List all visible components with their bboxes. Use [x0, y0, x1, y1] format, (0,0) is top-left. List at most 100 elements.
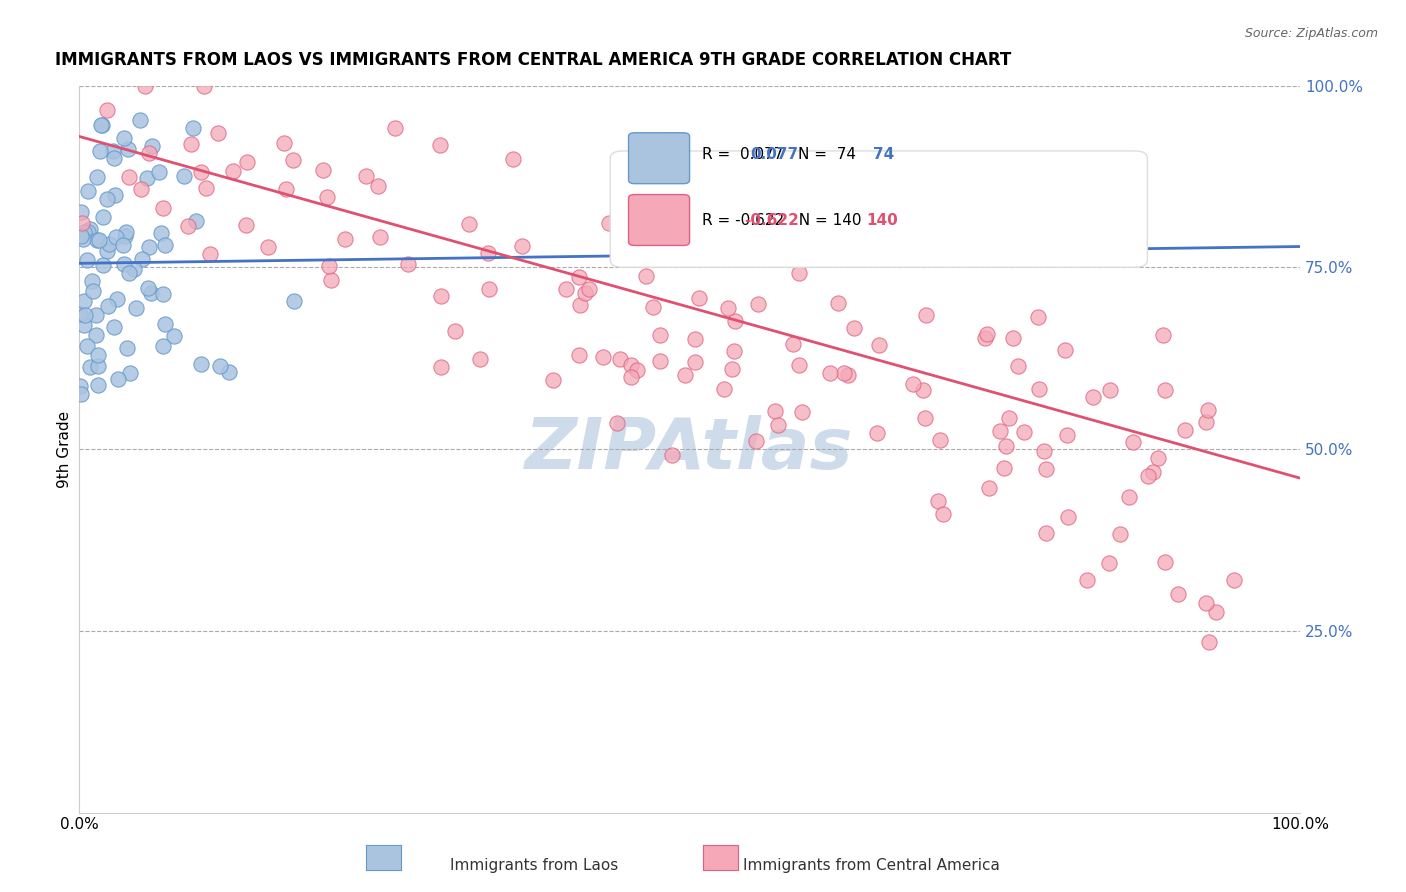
Point: [141, 139, 163, 153]
Point: [1122, 435, 1144, 450]
Point: [315, 189, 337, 203]
Point: [69, 379, 91, 393]
Point: [103, 319, 125, 334]
Point: [620, 370, 643, 384]
Point: [1056, 428, 1078, 442]
Point: [131, 252, 153, 266]
Text: Source: ZipAtlas.com: Source: ZipAtlas.com: [1244, 27, 1378, 40]
Point: [782, 337, 804, 351]
Point: [717, 301, 740, 315]
Point: [720, 362, 742, 376]
Point: [1056, 510, 1078, 524]
Point: [70, 229, 93, 244]
Point: [136, 281, 159, 295]
Point: [993, 460, 1015, 475]
Point: [661, 448, 683, 462]
Point: [510, 238, 533, 252]
Point: [368, 230, 391, 244]
Point: [155, 238, 177, 252]
Point: [1167, 587, 1189, 601]
Text: Immigrants from Central America: Immigrants from Central America: [744, 858, 1000, 872]
Point: [82, 284, 104, 298]
Point: [235, 218, 257, 232]
Point: [620, 358, 643, 372]
Point: [568, 348, 591, 362]
Point: [613, 240, 636, 254]
Point: [117, 142, 139, 156]
Point: [790, 405, 813, 419]
Point: [679, 221, 702, 235]
Point: [768, 417, 790, 432]
Point: [626, 363, 648, 377]
Point: [868, 338, 890, 352]
Point: [319, 273, 342, 287]
Point: [367, 178, 389, 193]
Point: [1152, 328, 1174, 343]
Point: [86, 170, 108, 185]
Point: [193, 78, 215, 93]
Point: [138, 145, 160, 160]
Point: [396, 257, 419, 271]
Text: ZIPAtlas: ZIPAtlas: [526, 415, 853, 483]
Point: [173, 169, 195, 184]
Point: [312, 162, 335, 177]
Point: [1147, 451, 1170, 466]
Point: [87, 234, 110, 248]
Point: [141, 285, 163, 300]
Point: [1195, 596, 1218, 610]
Point: [115, 225, 138, 239]
Point: [769, 211, 792, 225]
Point: [827, 296, 849, 310]
Point: [218, 364, 240, 378]
Point: [683, 354, 706, 368]
Point: [1223, 573, 1246, 587]
Point: [1142, 466, 1164, 480]
Text: R =  0.077   N =  74: R = 0.077 N = 74: [702, 147, 856, 162]
Text: 0.077: 0.077: [751, 147, 799, 162]
Point: [80, 274, 103, 288]
Point: [430, 289, 453, 303]
Point: [1033, 444, 1056, 458]
Point: [101, 144, 124, 158]
Point: [117, 266, 139, 280]
Point: [837, 368, 859, 382]
Point: [69, 307, 91, 321]
Point: [122, 262, 145, 277]
Point: [1174, 423, 1197, 437]
Point: [1035, 525, 1057, 540]
Point: [97, 237, 120, 252]
Point: [73, 225, 96, 239]
Point: [1083, 390, 1105, 404]
Point: [1118, 490, 1140, 504]
Point: [976, 327, 998, 342]
Point: [692, 180, 714, 194]
Point: [641, 301, 664, 315]
Point: [129, 182, 152, 196]
Point: [763, 404, 786, 418]
Point: [724, 314, 747, 328]
Point: [77, 184, 100, 198]
Point: [837, 227, 859, 241]
FancyBboxPatch shape: [628, 133, 689, 184]
Point: [152, 339, 174, 353]
Point: [1012, 425, 1035, 440]
Point: [713, 382, 735, 396]
Point: [1195, 416, 1218, 430]
Point: [1001, 331, 1024, 345]
Point: [153, 318, 176, 332]
Point: [693, 219, 716, 233]
Text: -0.622: -0.622: [745, 212, 800, 227]
Point: [574, 285, 596, 300]
Point: [1035, 461, 1057, 475]
Point: [91, 210, 114, 224]
Point: [72, 232, 94, 246]
Point: [914, 411, 936, 425]
Point: [209, 359, 232, 374]
Point: [1154, 384, 1177, 398]
Point: [177, 219, 200, 234]
Point: [988, 424, 1011, 438]
Point: [134, 78, 156, 93]
Point: [636, 268, 658, 283]
Point: [70, 386, 93, 401]
Point: [998, 411, 1021, 425]
